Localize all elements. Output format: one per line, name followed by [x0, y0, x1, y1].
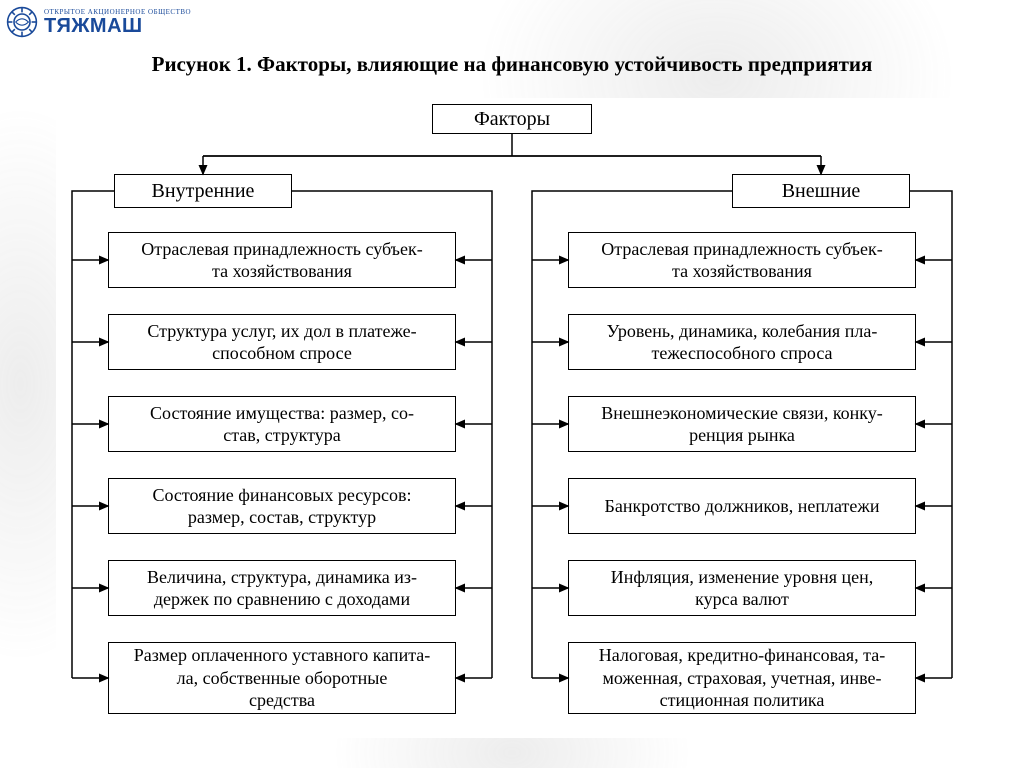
- item-external-4: Инфляция, изменение уровня цен,курса вал…: [568, 560, 916, 616]
- item-internal-0: Отраслевая принадлежность субъек-та хозя…: [108, 232, 456, 288]
- slide-title: Рисунок 1. Факторы, влияющие на финансов…: [0, 52, 1024, 77]
- root-node: Факторы: [432, 104, 592, 134]
- item-internal-4: Величина, структура, динамика из-держек …: [108, 560, 456, 616]
- gear-globe-icon: [6, 6, 38, 38]
- factors-diagram: Факторы Внутренние Отраслевая принадлежнос…: [56, 98, 968, 738]
- logo: ОТКРЫТОЕ АКЦИОНЕРНОЕ ОБЩЕСТВО ТЯЖМАШ: [6, 6, 191, 38]
- logo-main-text: ТЯЖМАШ: [44, 16, 191, 36]
- item-external-1: Уровень, динамика, колебания пла-тежеспо…: [568, 314, 916, 370]
- item-internal-1: Структура услуг, их дол в платеже-способ…: [108, 314, 456, 370]
- item-internal-5: Размер оплаченного уставного капита-ла, …: [108, 642, 456, 714]
- item-external-3: Банкротство должников, неплатежи: [568, 478, 916, 534]
- branch-external: Внешние: [732, 174, 910, 208]
- item-internal-3: Состояние финансовых ресурсов:размер, со…: [108, 478, 456, 534]
- item-external-0: Отраслевая принадлежность субъек-та хозя…: [568, 232, 916, 288]
- item-external-5: Налоговая, кредитно-финансовая, та-можен…: [568, 642, 916, 714]
- branch-internal: Внутренние: [114, 174, 292, 208]
- item-internal-2: Состояние имущества: размер, со-став, ст…: [108, 396, 456, 452]
- item-external-2: Внешнеэкономические связи, конку-ренция …: [568, 396, 916, 452]
